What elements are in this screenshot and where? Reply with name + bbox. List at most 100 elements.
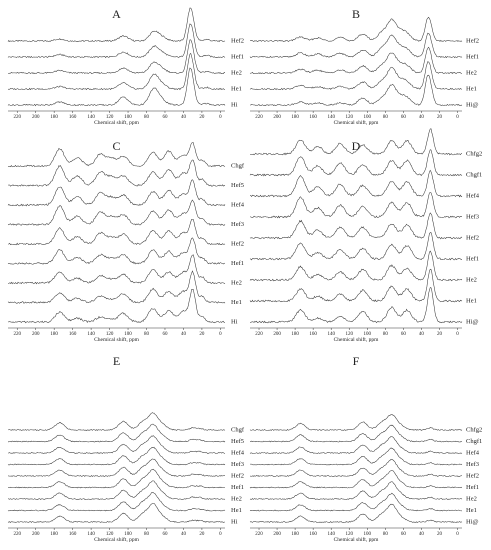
x-tick-label: 80 [144, 332, 150, 337]
x-tick-label: 200 [273, 532, 281, 537]
x-tick-label: 100 [124, 115, 132, 120]
trace-label: Hef1 [466, 54, 479, 61]
spectrum-trace [8, 435, 226, 454]
spectrum-trace [249, 192, 463, 219]
trace-label: Hef3 [466, 214, 479, 221]
x-tick-label: 120 [345, 115, 353, 120]
trace-label: Hi [231, 319, 238, 326]
spectrum-trace [249, 503, 463, 523]
spectrum-trace [7, 503, 226, 523]
panel-letter: A [112, 7, 121, 21]
spectrum-trace [7, 142, 226, 168]
panel-letter: D [352, 139, 361, 153]
x-tick-label: 40 [181, 115, 187, 120]
spectrum-trace [7, 199, 226, 226]
x-tick-label: 140 [87, 332, 95, 337]
trace-label: He2 [231, 70, 242, 77]
x-tick-label: 40 [181, 332, 187, 337]
x-tick-label: 200 [32, 115, 40, 120]
trace-label: Hef1 [466, 256, 479, 263]
spectrum-trace [7, 159, 226, 187]
trace-label: He2 [231, 496, 242, 503]
panel-letter: E [113, 354, 120, 368]
x-tick-label: 180 [291, 115, 299, 120]
x-axis-title: Chemical shift, ppm [94, 536, 139, 543]
spectrum-trace [7, 23, 226, 59]
spectrum-trace [7, 480, 226, 500]
spectrum-trace [7, 492, 226, 512]
spectrum-trace [7, 458, 226, 477]
spectrum-trace [249, 424, 463, 443]
x-tick-label: 140 [327, 332, 335, 337]
trace-label: Hi@ [466, 519, 479, 526]
x-axis-title: Chemical shift, ppm [94, 336, 139, 343]
spectrum-trace [249, 74, 463, 107]
x-tick-label: 0 [219, 332, 222, 337]
spectrum-trace [249, 436, 463, 454]
trace-label: Hi [231, 519, 238, 526]
x-tick-label: 80 [144, 532, 150, 537]
spectrum-trace [249, 492, 463, 512]
x-tick-label: 40 [419, 332, 425, 337]
x-tick-label: 200 [273, 115, 281, 120]
x-tick-label: 20 [199, 532, 205, 537]
panel-letter: B [352, 7, 360, 21]
spectrum-trace [249, 250, 463, 282]
trace-label: He1 [231, 86, 242, 93]
x-tick-label: 220 [255, 115, 263, 120]
spectrum-trace [7, 7, 226, 43]
spectrum-trace [7, 288, 226, 324]
x-tick-label: 140 [327, 532, 335, 537]
spectrum-trace [249, 287, 463, 324]
spectrum-trace [7, 179, 226, 207]
x-tick-label: 180 [50, 332, 58, 337]
x-tick-label: 200 [32, 532, 40, 537]
x-tick-label: 60 [401, 532, 407, 537]
trace-label: Hef2 [466, 473, 479, 480]
trace-label: Hef2 [466, 235, 479, 242]
trace-label: Hef2 [466, 38, 479, 45]
x-tick-label: 220 [13, 532, 21, 537]
x-tick-label: 60 [401, 115, 407, 120]
trace-label: Hef1 [466, 484, 479, 491]
x-tick-label: 160 [309, 532, 317, 537]
panel-letter: C [112, 139, 120, 153]
x-tick-label: 120 [106, 532, 114, 537]
spectrum-trace [249, 46, 463, 75]
trace-label: He1 [466, 86, 477, 93]
x-tick-label: 20 [437, 115, 443, 120]
x-tick-label: 60 [162, 532, 168, 537]
x-tick-label: 100 [364, 532, 372, 537]
x-tick-label: 140 [327, 115, 335, 120]
x-tick-label: 120 [106, 332, 114, 337]
x-tick-label: 160 [69, 332, 77, 337]
x-tick-label: 80 [383, 332, 389, 337]
trace-label: He1 [231, 299, 242, 306]
trace-label: He2 [231, 280, 242, 287]
trace-label: Hef4 [466, 450, 480, 457]
trace-label: Chgf [231, 163, 245, 170]
trace-label: Hef3 [231, 221, 244, 228]
x-tick-label: 0 [219, 115, 222, 120]
spectrum-trace [249, 212, 463, 240]
spectrum-trace [249, 61, 463, 91]
trace-label: Chfg2 [466, 427, 482, 434]
spectrum-trace [8, 423, 226, 443]
trace-label: Hef3 [231, 461, 244, 468]
x-tick-label: 180 [291, 332, 299, 337]
spectrum-trace [249, 481, 463, 500]
trace-label: He2 [466, 277, 477, 284]
trace-label: Chgf [231, 427, 245, 434]
trace-label: He2 [466, 70, 477, 77]
trace-label: Hef3 [466, 461, 479, 468]
x-tick-label: 220 [255, 332, 263, 337]
x-tick-label: 220 [13, 115, 21, 120]
x-tick-label: 180 [291, 532, 299, 537]
x-tick-label: 160 [309, 332, 317, 337]
spectrum-trace [7, 254, 226, 285]
